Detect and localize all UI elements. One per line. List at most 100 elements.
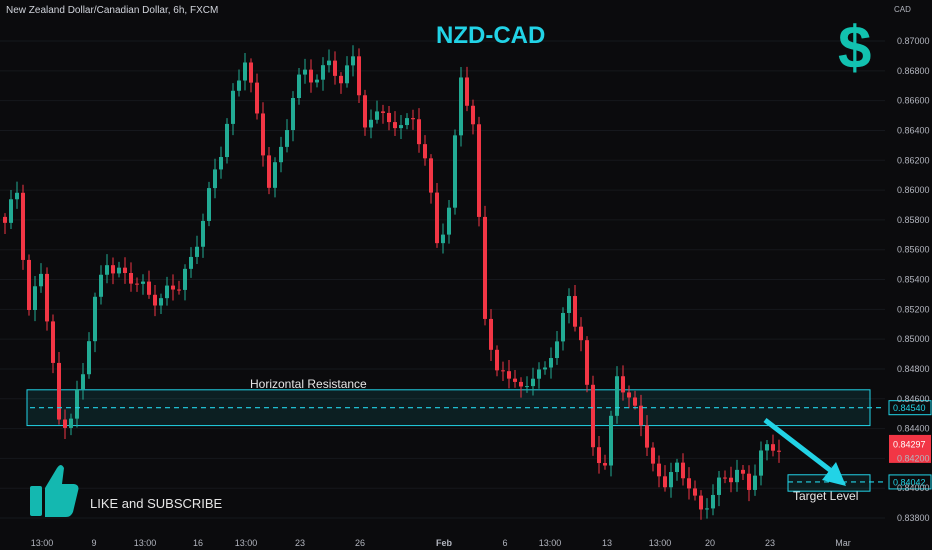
candle-body (675, 462, 679, 473)
candle-body (255, 82, 259, 114)
candle-body (543, 367, 547, 370)
price-tick-label: 0.84600 (897, 394, 930, 404)
candle-body (567, 296, 571, 313)
price-tick-label: 0.87000 (897, 36, 930, 46)
candle-body (207, 188, 211, 221)
candle-body (51, 321, 55, 363)
candle-body (153, 294, 157, 306)
candle-body (279, 146, 283, 163)
candle-body (705, 508, 709, 510)
candle-body (15, 192, 19, 200)
candle-body (369, 119, 373, 128)
candle-body (249, 62, 253, 83)
price-axis: 0.87000 0.86800 0.86600 0.86400 0.86200 0.860… (897, 36, 930, 523)
candle-body (231, 90, 235, 124)
candle-body (585, 340, 589, 385)
candle-body (183, 268, 187, 290)
time-tick-label: 20 (705, 538, 715, 548)
candle-body (9, 199, 13, 223)
candle-body (777, 450, 781, 452)
candle-body (753, 475, 757, 490)
candle-body (765, 444, 769, 451)
candle-body (681, 462, 685, 479)
price-tick-label: 0.84200 (897, 453, 930, 463)
currency-label: CAD (894, 5, 911, 14)
candle-body (717, 477, 721, 495)
candle-body (483, 216, 487, 319)
candle-body (729, 477, 733, 483)
target-arrow-head (822, 462, 846, 486)
time-tick-label: 26 (355, 538, 365, 548)
candle-body (759, 450, 763, 476)
price-level-label: 0.84540 (893, 403, 926, 413)
time-tick-label: 13:00 (134, 538, 157, 548)
candle-body (33, 286, 37, 311)
candle-body (345, 65, 349, 84)
candle-body (639, 405, 643, 426)
candle-body (267, 155, 271, 188)
price-tick-label: 0.85200 (897, 304, 930, 314)
candle-body (495, 349, 499, 371)
candle-body (429, 158, 433, 193)
candle-body (45, 273, 49, 322)
price-tick-label: 0.86800 (897, 66, 930, 76)
target-arrow-shaft (763, 418, 832, 472)
candle-body (657, 463, 661, 477)
candle-body (195, 246, 199, 257)
candle-body (387, 112, 391, 123)
candle-body (537, 369, 541, 379)
candle-body (501, 370, 505, 372)
candle-body (687, 478, 691, 489)
price-tick-label: 0.84800 (897, 364, 930, 374)
candle-body (621, 376, 625, 393)
candle-body (405, 118, 409, 126)
price-tick-label: 0.84000 (897, 483, 930, 493)
candle-body (363, 95, 367, 128)
time-tick-label: 9 (91, 538, 96, 548)
price-level-badge (888, 400, 932, 416)
time-tick-label: Feb (436, 538, 453, 548)
candle-body (591, 384, 595, 448)
candle-body (735, 469, 739, 483)
candle-body (525, 386, 529, 388)
target-label: Target Level (793, 489, 859, 503)
price-tick-label: 0.86200 (897, 155, 930, 165)
candle-body (441, 234, 445, 244)
candle-body (3, 216, 7, 223)
chart-title: NZD-CAD (436, 22, 546, 49)
candle-body (711, 494, 715, 509)
candle-body (273, 162, 277, 188)
like-subscribe-text: LIKE and SUBSCRIBE (90, 496, 223, 511)
time-tick-label: 23 (295, 538, 305, 548)
candle-body (741, 469, 745, 474)
candle-body (123, 267, 127, 273)
time-tick-label: 13 (602, 538, 612, 548)
grid-lines (0, 40, 885, 519)
overlays: 0.84540 0.84042 0.84297 (30, 400, 932, 490)
thumbs-up-icon (28, 460, 80, 527)
time-tick-label: 23 (765, 538, 775, 548)
price-tick-label: 0.85800 (897, 215, 930, 225)
time-axis: 13:00 9 13:00 16 13:00 23 26 Feb 6 13:00 13 13:00 20… (31, 538, 851, 548)
candle-body (105, 265, 109, 275)
candle-body (399, 125, 403, 129)
candle-body (699, 495, 703, 510)
candle-body (555, 341, 559, 359)
candle-body (213, 169, 217, 189)
candle-body (303, 69, 307, 75)
time-tick-label: 13:00 (31, 538, 54, 548)
candle-body (609, 415, 613, 466)
candle-body (627, 392, 631, 398)
candle-body (459, 77, 463, 136)
candle-body (327, 60, 331, 66)
candle-body (171, 285, 175, 290)
candle-body (243, 62, 247, 81)
candle-body (129, 272, 133, 284)
candle-body (423, 144, 427, 159)
candle-body (237, 80, 241, 91)
candle-body (471, 105, 475, 125)
candle-body (69, 418, 73, 428)
candle-body (453, 135, 457, 208)
candle-body (633, 397, 637, 406)
